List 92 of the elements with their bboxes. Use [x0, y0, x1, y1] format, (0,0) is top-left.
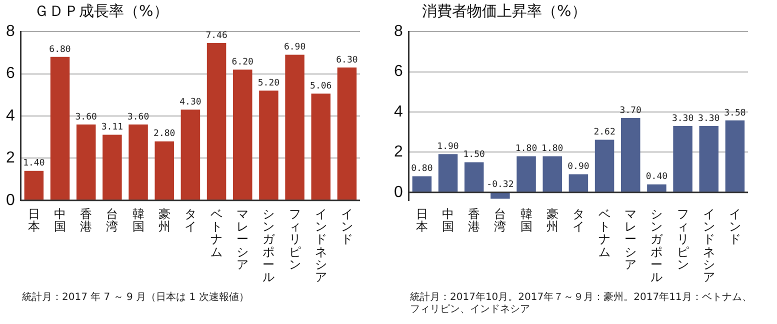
bar	[490, 192, 510, 199]
bar	[180, 110, 200, 200]
bar	[102, 134, 122, 200]
data-label: 0.80	[411, 164, 433, 174]
x-tick-label: 台湾	[494, 207, 506, 234]
y-tick-label: 0	[394, 184, 403, 201]
x-tick-label: ベトナム	[598, 207, 611, 259]
data-label: 0.40	[646, 172, 668, 182]
data-label: 3.70	[620, 106, 642, 116]
chart-title: ＧＤＰ成長率（%）	[34, 2, 168, 21]
bar	[620, 118, 640, 192]
bar	[285, 54, 304, 200]
x-tick-label: シンガポール	[262, 207, 276, 284]
data-label: 0.90	[568, 162, 590, 172]
data-label: 5.06	[310, 81, 332, 92]
x-tick-label: 中国	[442, 207, 454, 234]
x-tick-label: 豪州	[546, 207, 558, 234]
y-tick-label: 4	[6, 107, 15, 124]
text: 統計月：2017年10月。2017年７～９月：豪州。2017年11月：ベトナム、フィリピン、インドネシア	[410, 292, 753, 316]
x-tick-label: 日本	[416, 207, 428, 234]
bar	[438, 154, 458, 192]
bar	[568, 174, 588, 192]
x-tick-label: マレーシア	[624, 207, 637, 272]
bar	[337, 67, 357, 200]
data-label: 1.50	[463, 150, 485, 160]
y-tick-label: 2	[394, 144, 403, 161]
x-tick-label: フィリピン	[676, 207, 689, 272]
x-tick-label: インド	[728, 207, 741, 246]
bar	[464, 162, 484, 192]
x-tick-label: シンガポール	[650, 207, 664, 284]
bar	[76, 124, 96, 200]
x-tick-label: 香港	[468, 207, 480, 234]
data-label: 3.11	[101, 122, 124, 133]
y-tick-label: 8	[394, 23, 403, 40]
bar	[542, 156, 562, 192]
x-tick-label: タイ	[184, 207, 196, 234]
data-label: 6.20	[232, 57, 254, 68]
data-label: 1.80	[542, 144, 564, 154]
bar	[311, 94, 330, 200]
bar	[516, 156, 536, 192]
x-tick-label: フィリピン	[288, 207, 301, 272]
bar	[699, 126, 718, 192]
bar	[128, 124, 148, 200]
bar	[206, 42, 226, 200]
data-label: 6.30	[336, 55, 358, 66]
x-tick-label: タイ	[572, 207, 584, 234]
x-tick-label: マレーシア	[236, 207, 249, 272]
data-label: -0.32	[486, 180, 514, 190]
data-label: 1.90	[437, 142, 459, 152]
bar	[412, 176, 432, 192]
y-tick-label: 8	[6, 23, 15, 40]
data-label: 6.80	[49, 44, 71, 55]
bar	[154, 141, 174, 200]
bar	[594, 140, 614, 192]
data-label: 3.58	[724, 108, 746, 118]
x-tick-label: 韓国	[520, 207, 532, 234]
bar	[50, 56, 70, 200]
bar	[673, 126, 692, 192]
data-label: 7.46	[206, 30, 228, 41]
x-tick-label: 香港	[80, 207, 92, 234]
chart-title: 消費者物価上昇率（%）	[422, 2, 586, 21]
data-label: 2.62	[594, 128, 616, 138]
data-label: 3.30	[698, 114, 720, 124]
y-tick-label: 6	[6, 65, 15, 82]
bar	[24, 170, 44, 200]
y-tick-label: 0	[6, 192, 15, 209]
x-tick-label: 台湾	[106, 207, 118, 234]
data-label: 5.20	[258, 78, 280, 89]
data-label: 2.80	[154, 129, 176, 140]
x-tick-label: 韓国	[132, 207, 144, 234]
y-tick-label: 6	[394, 63, 403, 80]
data-label: 3.60	[75, 112, 97, 122]
bar	[259, 90, 278, 200]
bar	[725, 120, 745, 192]
x-tick-label: 中国	[54, 207, 66, 234]
y-tick-label: 4	[394, 103, 403, 120]
y-tick-label: 2	[6, 150, 15, 167]
bar	[647, 184, 666, 192]
text: 統計月：2017 年 7 ～ 9 月（日本は 1 次速報値）	[22, 292, 250, 304]
data-label: 3.30	[672, 114, 694, 124]
data-label: 6.90	[284, 42, 306, 53]
data-label: 3.60	[127, 112, 150, 122]
x-tick-label: 豪州	[158, 207, 170, 234]
x-tick-label: インドネシア	[314, 207, 327, 284]
data-label: 4.30	[180, 98, 202, 108]
x-tick-label: インドネシア	[702, 207, 715, 284]
x-tick-label: 日本	[28, 207, 40, 234]
data-label: 1.40	[23, 158, 45, 169]
data-label: 1.80	[515, 144, 538, 154]
bar	[232, 70, 252, 200]
x-tick-label: ベトナム	[210, 207, 223, 259]
x-tick-label: インド	[340, 207, 353, 246]
